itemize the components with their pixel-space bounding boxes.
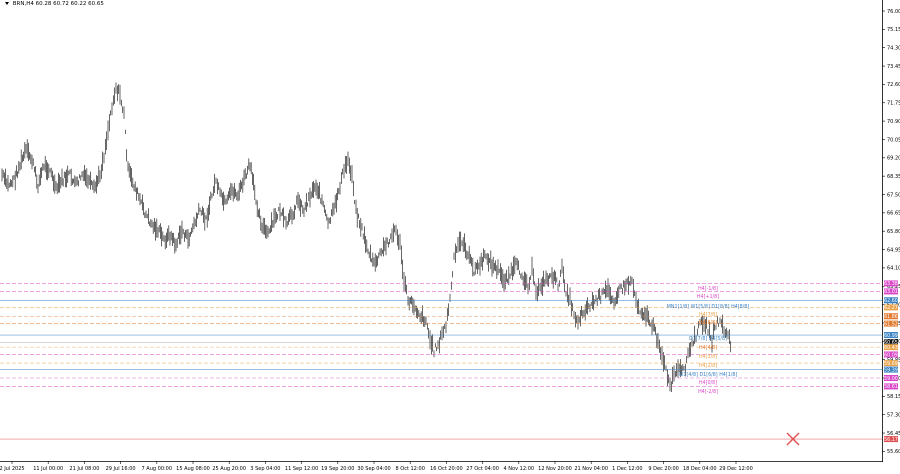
symbol-triangle-icon xyxy=(5,2,9,5)
level-tag: H4[7/8] xyxy=(699,312,717,318)
ohlc-values: 60.28 60.72 60.22 60.65 xyxy=(35,1,104,7)
price-tick-label: 65.80 xyxy=(887,229,900,235)
price-badge xyxy=(884,320,898,327)
price-badge xyxy=(884,332,898,339)
price-badge xyxy=(884,339,898,346)
time-tick-label: 29 Jul 16:00 xyxy=(106,466,136,472)
level-tag: H4[2/8] xyxy=(699,363,717,369)
price-tick-label: 76.00 xyxy=(887,9,900,15)
price-tick-label: 55.60 xyxy=(887,449,900,455)
time-tick-label: 29 Dec 12:00 xyxy=(719,466,753,472)
price-badge xyxy=(884,366,898,373)
price-badge xyxy=(884,375,898,381)
price-badge-label: 58.61 xyxy=(884,384,898,390)
price-tick-label: 75.15 xyxy=(887,27,900,33)
price-badge xyxy=(884,313,898,320)
price-tick-label: 73.45 xyxy=(887,64,900,70)
time-tick-label: 16 Oct 20:00 xyxy=(430,466,463,472)
time-tick-label: 11 Sep 12:00 xyxy=(285,466,318,472)
time-tick-label: 3 Sep 04:00 xyxy=(250,466,280,472)
price-tick-label: 67.50 xyxy=(887,192,900,198)
price-badge-label: 60.09 xyxy=(884,352,898,358)
level-tag: D1[7/8] H4[5/8] xyxy=(689,336,727,342)
time-tick-label: 11 Jul 00:00 xyxy=(33,466,63,472)
price-badge-label: 59.69 xyxy=(884,361,898,367)
time-tick-label: 25 Aug 20:00 xyxy=(212,466,246,472)
price-tick-label: 58.15 xyxy=(887,394,900,400)
price-badge xyxy=(884,383,898,390)
price-tick-label: 66.65 xyxy=(887,211,900,217)
level-tag: H4[-1/8] xyxy=(698,286,718,292)
price-badge-label: 62.60 xyxy=(884,298,898,304)
time-tick-label: 15 Aug 08:00 xyxy=(176,466,210,472)
price-tick-label: 71.75 xyxy=(887,101,900,107)
price-badge-label: 62.27 xyxy=(884,305,898,311)
price-tick-label: 74.30 xyxy=(887,46,900,52)
price-badge xyxy=(884,360,898,367)
time-tick-label: 27 Oct 04:00 xyxy=(466,466,499,472)
symbol-info: BRN,H4 60.28 60.72 60.22 60.65 xyxy=(5,1,104,7)
levels-lines xyxy=(0,283,882,440)
time-scale[interactable]: 2 Jul 2025 11 Jul 00:00 21 Jul 08:00 29 Jul… xyxy=(0,461,753,472)
level-tag: MN1[1/8] W1[5/8] D1[8/8] H4[8/8] xyxy=(667,304,750,310)
price-badge-label: 61.86 xyxy=(884,314,898,320)
x-cross-icon[interactable] xyxy=(786,432,800,446)
price-badge-label: 59.00 xyxy=(884,376,898,382)
price-badge xyxy=(884,304,898,311)
price-tick-label: 63.25 xyxy=(887,284,900,290)
price-tick-label: 68.35 xyxy=(887,174,900,180)
price-tick-label: 64.10 xyxy=(887,266,900,272)
price-tick-label: 69.20 xyxy=(887,156,900,162)
price-badge-label: 61.52 xyxy=(884,321,898,327)
time-tick-label: 18 Dec 04:00 xyxy=(683,466,717,472)
time-tick-label: 1 Dec 12:00 xyxy=(612,466,642,472)
levels-tags: H4[-1/8] H4[+1/8] MN1[1/8] W1[5/8] D1[8/8]… xyxy=(667,286,750,395)
price-badge-label: 63.01 xyxy=(884,289,898,295)
time-tick-label: 30 Sep 04:00 xyxy=(357,466,390,472)
price-badge xyxy=(884,351,898,358)
price-badge xyxy=(884,280,898,287)
price-badge xyxy=(884,297,898,304)
price-badge xyxy=(884,344,898,351)
level-tag: H4[-2/8] xyxy=(698,389,718,395)
price-badge-label: 63.38 xyxy=(884,281,898,287)
level-tag: H4[+1/8] xyxy=(697,294,719,300)
time-tick-label: 4 Nov 12:00 xyxy=(504,466,535,472)
time-tick-label: 8 Oct 12:00 xyxy=(395,466,424,472)
time-tick-label: 21 Nov 04:00 xyxy=(574,466,608,472)
time-tick-label: 2 Jul 2025 xyxy=(0,466,25,472)
level-tag: H4[0/8] xyxy=(699,380,717,386)
price-badge-label: 60.43 xyxy=(884,345,898,351)
price-badge-label: 60.99 xyxy=(884,333,898,339)
price-tick-label: 72.60 xyxy=(887,82,900,88)
level-tag: H4[4/8] xyxy=(699,345,717,351)
price-tick-label: 56.45 xyxy=(887,431,900,437)
price-badge-label: 60.65 xyxy=(884,340,898,346)
level-tag: H4[6/8] xyxy=(699,320,717,326)
price-badge-label: 56.17 xyxy=(884,437,898,443)
level-tag: W1[4/8] D1[6/8] H4[1/8] xyxy=(679,372,738,378)
price-badge-label: 59.39 xyxy=(884,367,898,373)
level-tag: H4[3/8] xyxy=(699,354,717,360)
time-tick-label: 7 Aug 00:00 xyxy=(142,466,173,472)
price-tick-label: 64.95 xyxy=(887,247,900,253)
time-tick-label: 9 Dec 20:00 xyxy=(648,466,678,472)
candles-layer xyxy=(1,82,732,393)
symbol-name: BRN,H4 xyxy=(12,1,34,7)
time-tick-label: 19 Sep 20:00 xyxy=(321,466,354,472)
time-tick-label: 12 Nov 20:00 xyxy=(538,466,572,472)
price-badge xyxy=(884,436,898,443)
time-tick-label: 21 Jul 08:00 xyxy=(69,466,99,472)
price-badge xyxy=(884,288,898,295)
price-tick-label: 57.30 xyxy=(887,413,900,419)
price-tick-label: 70.90 xyxy=(887,119,900,125)
price-tick-label: 70.05 xyxy=(887,137,900,143)
